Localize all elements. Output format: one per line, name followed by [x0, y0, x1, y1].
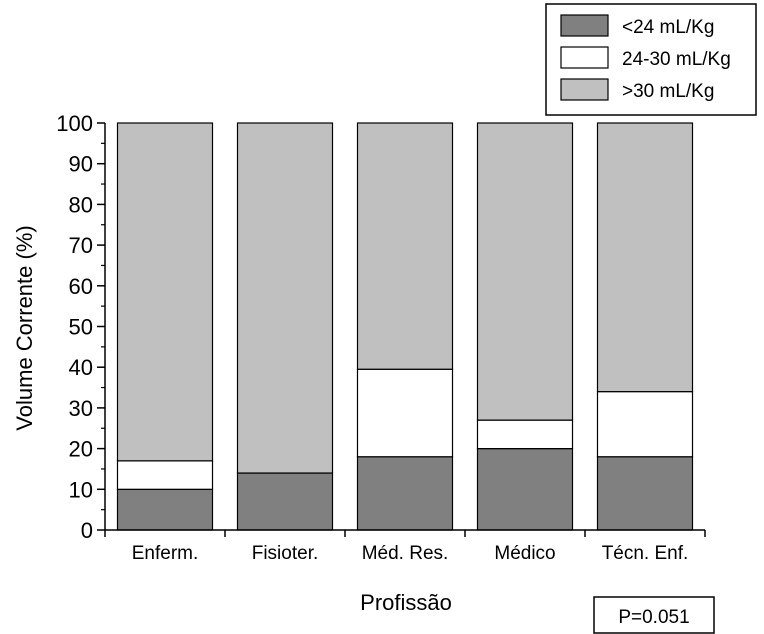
x-tick-label: Técn. Enf. — [602, 543, 689, 564]
y-tick-label: 20 — [69, 437, 93, 462]
y-ticks-group: 0 10 20 30 40 50 60 70 80 90 100 — [56, 111, 105, 543]
bar-segment — [356, 122, 454, 370]
y-tick-label: 40 — [69, 355, 93, 380]
bar-segment — [116, 122, 214, 462]
bar-segment — [236, 122, 334, 474]
bar-segment — [236, 472, 334, 531]
legend-label: <24 mL/Kg — [622, 17, 714, 38]
y-axis-title: Volume Corrente (%) — [12, 225, 37, 430]
y-tick-label: 70 — [69, 233, 93, 258]
y-tick-label: 10 — [69, 477, 93, 502]
x-tick-label: Méd. Res. — [362, 543, 449, 564]
y-tick-label: 0 — [81, 518, 93, 543]
legend-label: 24-30 mL/Kg — [622, 49, 731, 70]
bar-segment — [116, 488, 214, 531]
x-tick-label: Enferm. — [132, 543, 199, 564]
y-tick-label: 30 — [69, 396, 93, 421]
p-value-frame — [593, 596, 715, 634]
bar-segment — [476, 448, 574, 531]
bar-segment — [356, 456, 454, 531]
bar-segment — [596, 391, 694, 458]
p-value-box: P=0.051 — [593, 596, 715, 634]
y-tick-label: 100 — [56, 111, 93, 136]
legend-swatch — [560, 14, 609, 37]
y-tick-label: 60 — [69, 274, 93, 299]
y-tick-label: 80 — [69, 192, 93, 217]
p-value-text: P=0.051 — [618, 607, 689, 628]
x-tick-label: Médico — [494, 543, 555, 564]
y-tick-label: 50 — [69, 315, 93, 340]
x-axis-title: Profissão — [360, 590, 452, 615]
legend: <24 mL/Kg 24-30 mL/Kg >30 mL/Kg — [545, 3, 757, 116]
legend-swatch — [560, 46, 609, 69]
legend-label: >30 mL/Kg — [622, 81, 714, 102]
x-tick-label: Fisioter. — [252, 543, 319, 564]
bar-segment — [116, 460, 214, 490]
bar-segment — [356, 368, 454, 458]
legend-swatch — [560, 78, 609, 101]
bar-segment — [476, 122, 574, 421]
bar-segment — [596, 456, 694, 531]
bars-group — [116, 122, 694, 531]
x-ticks-group: Enferm. Fisioter. Méd. Res. Médico Técn. Enf… — [104, 530, 706, 564]
bar-segment — [596, 122, 694, 393]
bar-segment — [476, 419, 574, 450]
y-tick-label: 90 — [69, 152, 93, 177]
